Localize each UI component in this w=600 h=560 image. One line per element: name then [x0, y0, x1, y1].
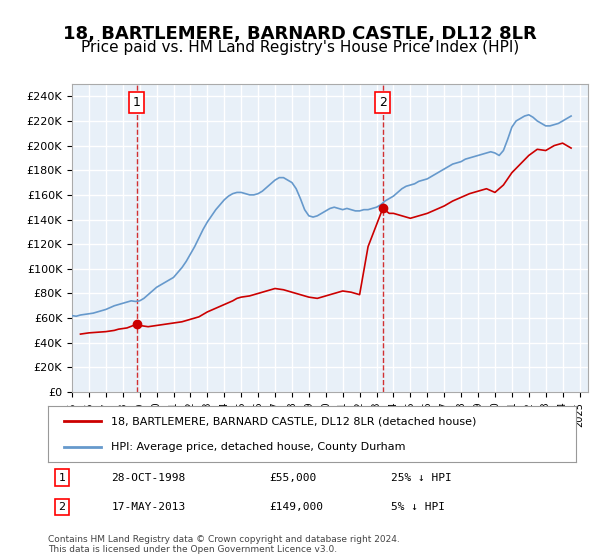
Text: 1: 1	[133, 96, 140, 109]
Text: 2: 2	[59, 502, 65, 512]
Text: Contains HM Land Registry data © Crown copyright and database right 2024.
This d: Contains HM Land Registry data © Crown c…	[48, 535, 400, 554]
Text: 18, BARTLEMERE, BARNARD CASTLE, DL12 8LR: 18, BARTLEMERE, BARNARD CASTLE, DL12 8LR	[63, 25, 537, 43]
Text: £55,000: £55,000	[270, 473, 317, 483]
Text: HPI: Average price, detached house, County Durham: HPI: Average price, detached house, Coun…	[112, 442, 406, 452]
Text: £149,000: £149,000	[270, 502, 324, 512]
Text: 2: 2	[379, 96, 387, 109]
Text: 28-OCT-1998: 28-OCT-1998	[112, 473, 185, 483]
Text: 1: 1	[59, 473, 65, 483]
Text: 18, BARTLEMERE, BARNARD CASTLE, DL12 8LR (detached house): 18, BARTLEMERE, BARNARD CASTLE, DL12 8LR…	[112, 416, 477, 426]
Text: 17-MAY-2013: 17-MAY-2013	[112, 502, 185, 512]
Text: 5% ↓ HPI: 5% ↓ HPI	[391, 502, 445, 512]
Text: 25% ↓ HPI: 25% ↓ HPI	[391, 473, 452, 483]
Text: Price paid vs. HM Land Registry's House Price Index (HPI): Price paid vs. HM Land Registry's House …	[81, 40, 519, 55]
